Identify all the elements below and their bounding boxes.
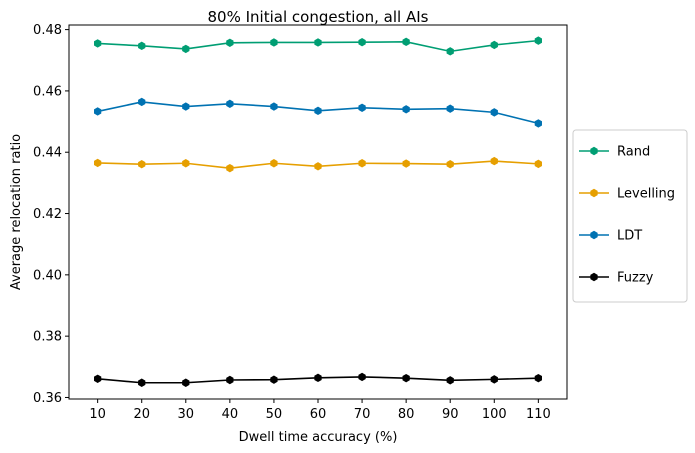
- data-point: [490, 156, 498, 166]
- data-point: [94, 107, 102, 116]
- legend-entry: Rand: [579, 145, 650, 160]
- y-tick-label: 0.36: [33, 391, 62, 406]
- legend-label: Fuzzy: [617, 271, 654, 286]
- data-point: [138, 97, 146, 107]
- y-tick-label: 0.42: [33, 207, 62, 222]
- data-point: [182, 159, 190, 168]
- data-point: [490, 375, 498, 384]
- x-tick-label: 90: [442, 407, 459, 422]
- data-point: [182, 378, 190, 387]
- data-point: [314, 38, 322, 47]
- data-point: [358, 37, 366, 47]
- legend-frame: [572, 129, 688, 303]
- series-rand: [94, 36, 542, 56]
- data-point: [446, 159, 454, 169]
- legend-entry: LDT: [579, 229, 642, 244]
- data-point: [94, 158, 102, 168]
- legend-label: LDT: [617, 229, 642, 244]
- data-point: [270, 159, 278, 168]
- x-tick-label: 10: [89, 407, 106, 422]
- data-point: [446, 376, 454, 385]
- chart-title: 80% Initial congestion, all AIs: [208, 8, 429, 26]
- data-point: [314, 106, 322, 116]
- data-point: [402, 159, 410, 168]
- legend: Rand Levelling LDT Fuzzy: [572, 129, 688, 303]
- data-point: [534, 159, 542, 169]
- legend-label: Rand: [617, 145, 650, 160]
- data-point: [270, 102, 278, 111]
- y-tick-label: 0.38: [33, 330, 62, 345]
- legend-entry: Levelling: [579, 187, 675, 202]
- data-point: [270, 375, 278, 384]
- x-tick-label: 70: [354, 407, 371, 422]
- plot-area: [68, 24, 568, 400]
- legend-marker: [590, 146, 598, 156]
- y-axis-label: Average relocation ratio: [9, 134, 24, 290]
- y-tick-label: 0.48: [33, 23, 62, 38]
- x-axis: 10 20 30 40 50 60 70 80 90 100 110: [89, 399, 551, 422]
- series-levelling: [94, 156, 542, 173]
- x-tick-label: 50: [266, 407, 283, 422]
- data-point: [446, 47, 454, 56]
- data-point: [490, 40, 498, 50]
- series-layer: [94, 36, 542, 387]
- series-fuzzy: [94, 372, 542, 387]
- data-point: [226, 163, 234, 173]
- data-point: [358, 372, 366, 382]
- data-point: [358, 103, 366, 112]
- x-axis-label: Dwell time accuracy (%): [239, 430, 398, 445]
- x-tick-label: 40: [222, 407, 239, 422]
- data-point: [138, 378, 146, 387]
- data-point: [358, 159, 366, 168]
- data-point: [270, 38, 278, 47]
- data-point: [402, 105, 410, 114]
- data-point: [94, 39, 102, 48]
- y-axis: 0.36 0.38 0.40 0.42 0.44 0.46 0.48: [33, 23, 69, 406]
- x-tick-label: 30: [178, 407, 195, 422]
- x-tick-label: 20: [133, 407, 150, 422]
- data-point: [182, 102, 190, 111]
- data-point: [138, 41, 146, 51]
- data-point: [314, 373, 322, 383]
- legend-label: Levelling: [617, 187, 675, 202]
- x-tick-label: 110: [526, 407, 551, 422]
- data-point: [446, 104, 454, 113]
- y-tick-label: 0.46: [33, 84, 62, 99]
- data-point: [534, 373, 542, 383]
- data-point: [138, 159, 146, 169]
- data-point: [226, 99, 234, 108]
- data-point: [534, 36, 542, 45]
- legend-marker: [590, 188, 598, 198]
- legend-marker: [590, 230, 598, 240]
- x-tick-label: 100: [482, 407, 507, 422]
- legend-entry: Fuzzy: [579, 271, 654, 286]
- data-point: [490, 108, 498, 117]
- y-tick-label: 0.40: [33, 268, 62, 283]
- data-point: [226, 38, 234, 47]
- data-point: [182, 44, 190, 54]
- data-point: [94, 374, 102, 383]
- x-tick-label: 80: [398, 407, 415, 422]
- data-point: [534, 119, 542, 128]
- legend-marker: [590, 272, 598, 282]
- data-point: [226, 375, 234, 385]
- x-tick-label: 60: [310, 407, 327, 422]
- series-ldt: [94, 97, 542, 128]
- data-point: [402, 373, 410, 383]
- data-point: [402, 37, 410, 47]
- data-point: [314, 162, 322, 171]
- y-tick-label: 0.44: [33, 146, 62, 161]
